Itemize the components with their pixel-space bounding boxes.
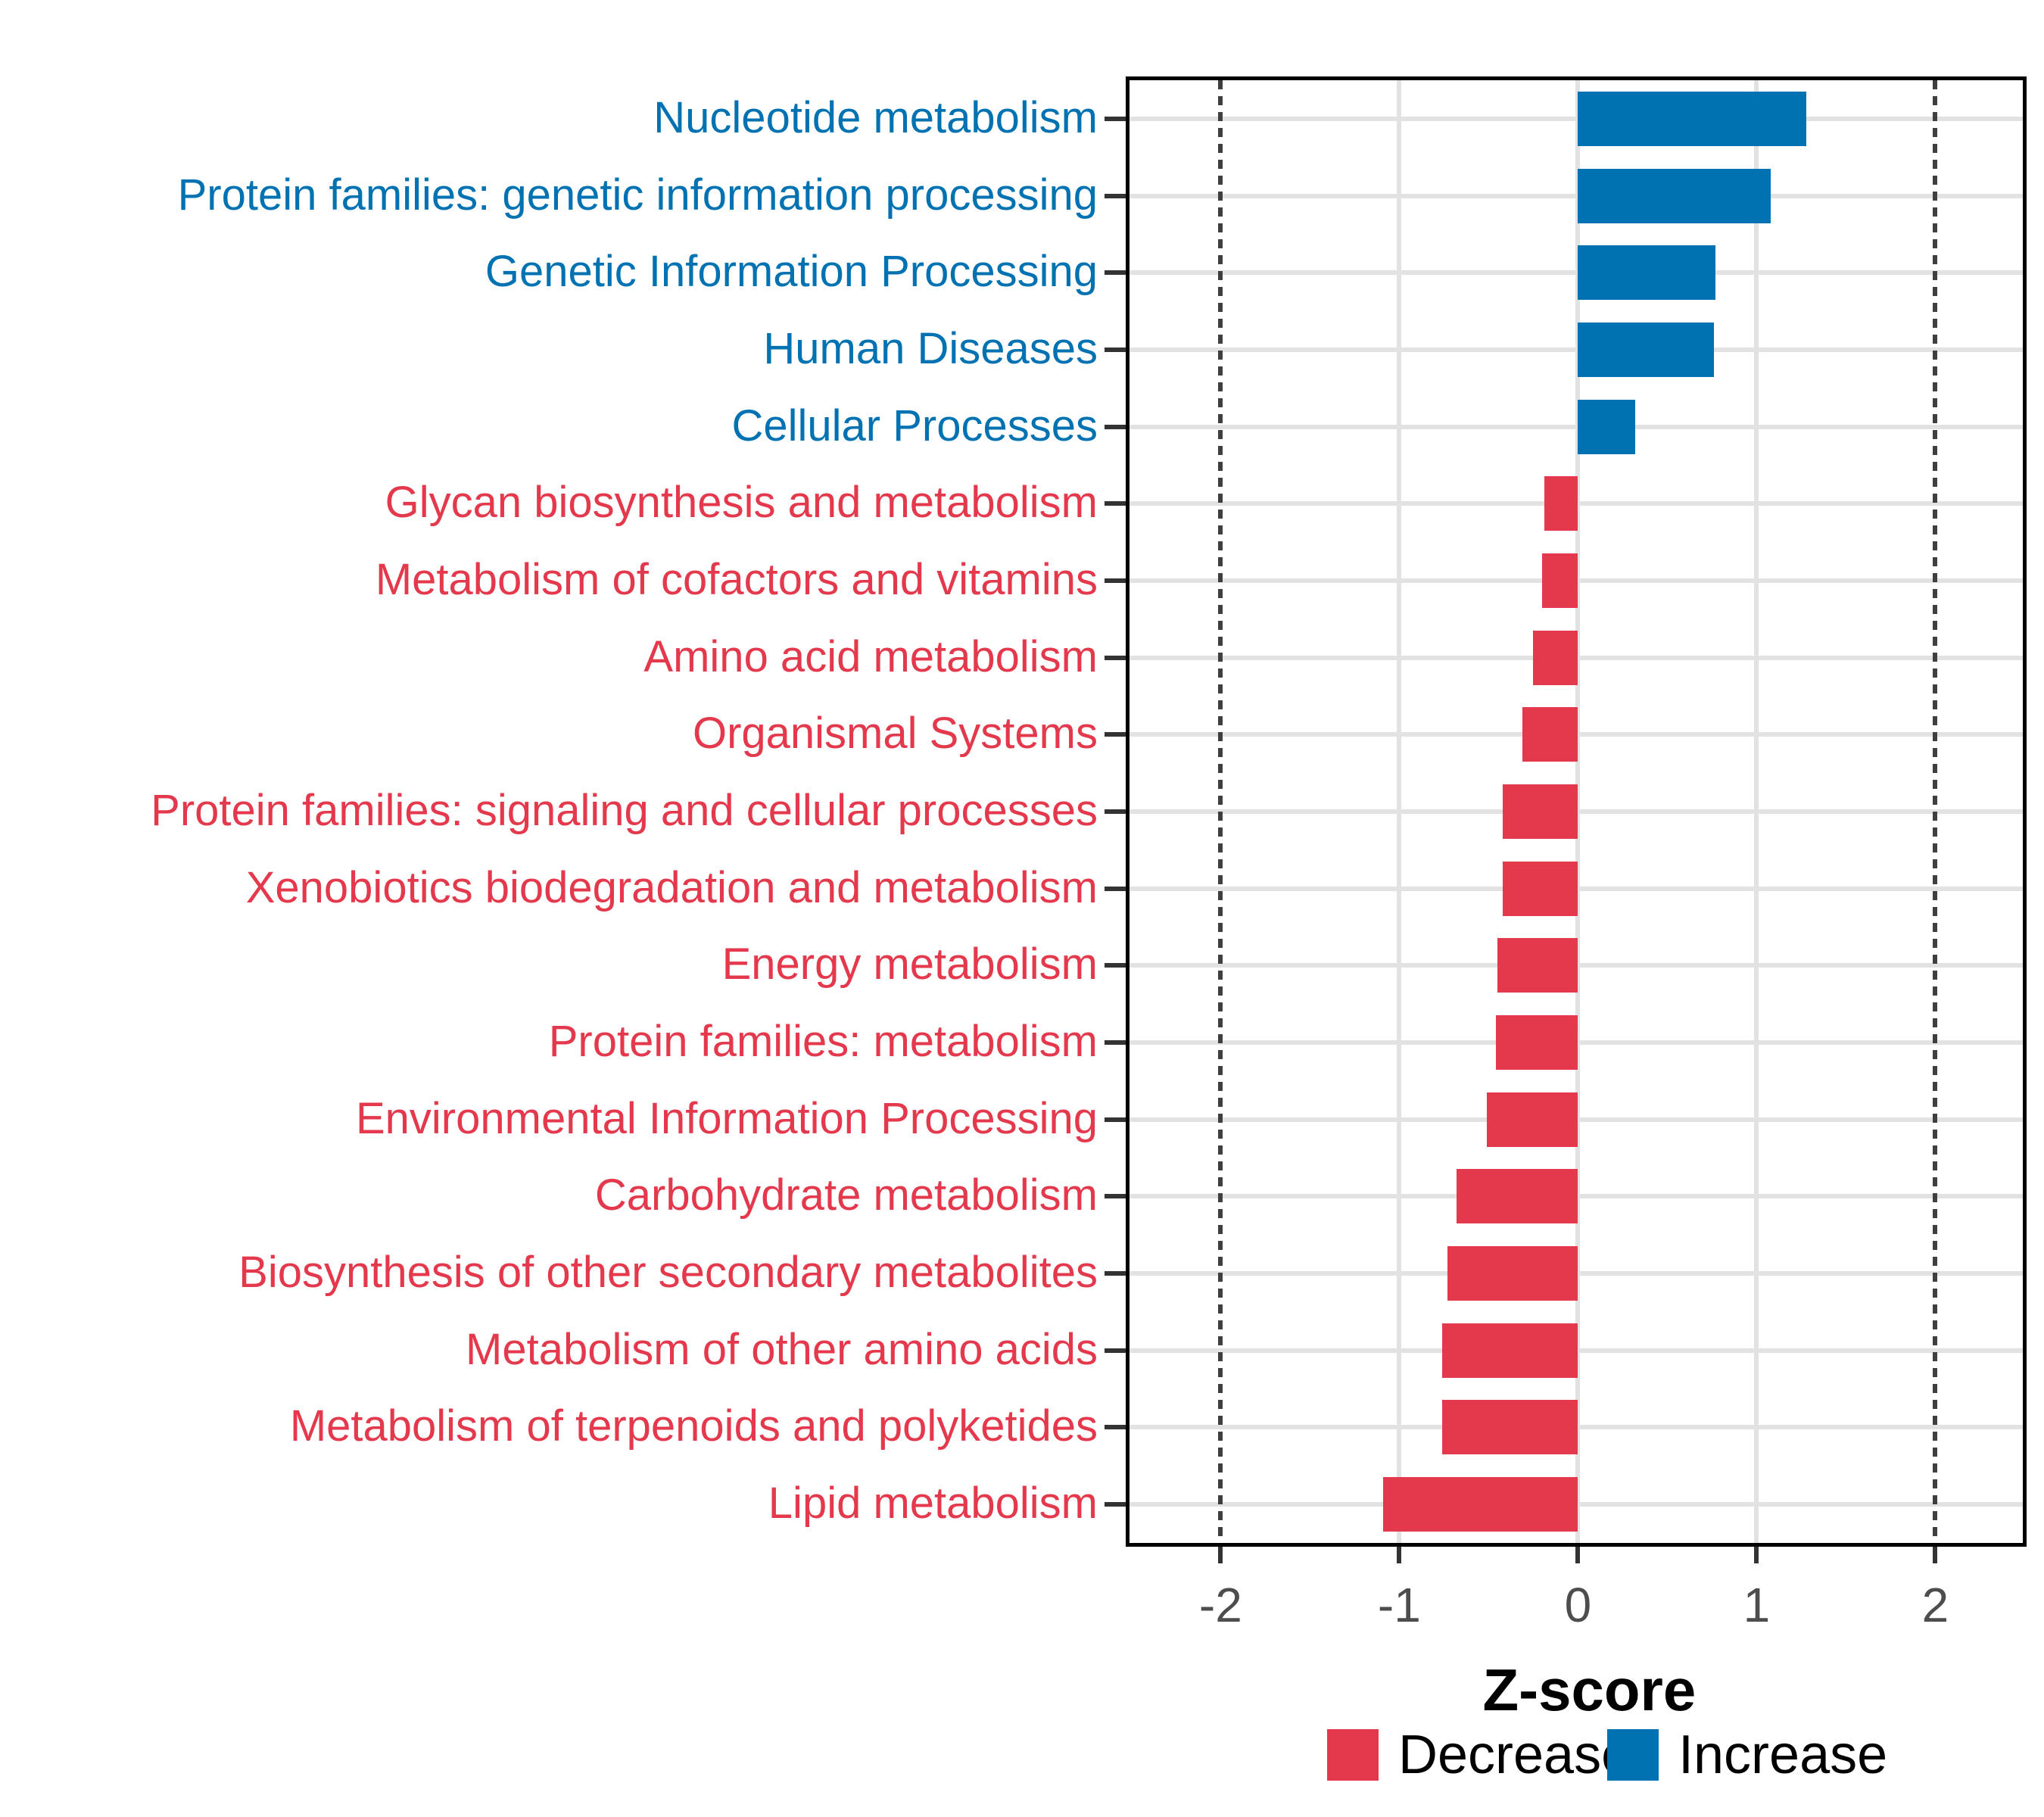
bar-amino-acid-metabolism [1533, 630, 1578, 685]
category-label: Glycan biosynthesis and metabolism [385, 478, 1098, 528]
bar-glycan-biosynthesis-and-metabolism [1544, 476, 1578, 531]
y-axis-tick [1105, 270, 1126, 276]
y-axis-tick [1105, 1194, 1126, 1199]
bar-protein-families-signaling-and-cellular-processes [1503, 784, 1578, 839]
bar-metabolism-of-terpenoids-and-polyketides [1442, 1400, 1578, 1455]
category-label: Environmental Information Processing [355, 1093, 1098, 1143]
legend-label-decrease: Decrease [1398, 1725, 1632, 1785]
y-axis-tick [1105, 578, 1126, 583]
category-label: Nucleotide metabolism [653, 92, 1098, 142]
bar-energy-metabolism [1497, 938, 1578, 993]
x-axis-tick-label: -1 [1377, 1578, 1421, 1632]
category-label: Energy metabolism [721, 940, 1098, 990]
bar-biosynthesis-of-other-secondary-metabolites [1447, 1246, 1578, 1301]
category-label: Metabolism of cofactors and vitamins [375, 554, 1098, 604]
x-axis-tick-label: 2 [1921, 1578, 1949, 1632]
bar-protein-families-genetic-information-processing [1578, 168, 1771, 223]
y-axis-tick [1105, 193, 1126, 198]
legend-swatch-decrease [1327, 1729, 1379, 1781]
gridline-vertical [1575, 80, 1581, 1543]
y-axis-tick [1105, 347, 1126, 352]
y-axis-tick [1105, 1348, 1126, 1353]
bar-xenobiotics-biodegradation-and-metabolism [1503, 861, 1578, 916]
category-label: Protein families: signaling and cellular… [151, 785, 1098, 835]
x-axis-tick-label: -2 [1198, 1578, 1242, 1632]
gridline-vertical [1397, 80, 1402, 1543]
bar-genetic-information-processing [1578, 245, 1716, 301]
category-label: Metabolism of other amino acids [466, 1324, 1098, 1374]
category-label: Human Diseases [763, 323, 1098, 373]
category-label: Biosynthesis of other secondary metaboli… [238, 1247, 1098, 1297]
y-axis-tick [1105, 501, 1126, 506]
bar-environmental-information-processing [1487, 1092, 1578, 1147]
x-axis-tick [1933, 1547, 1938, 1563]
category-label: Metabolism of terpenoids and polyketides [289, 1401, 1098, 1451]
x-axis-tick-label: 1 [1743, 1578, 1771, 1632]
legend-swatch-increase [1607, 1729, 1659, 1781]
bar-organismal-systems [1522, 707, 1578, 762]
category-label: Carbohydrate metabolism [594, 1170, 1098, 1220]
bar-nucleotide-metabolism [1578, 91, 1807, 146]
x-axis-tick [1754, 1547, 1759, 1563]
category-label: Amino acid metabolism [643, 631, 1098, 681]
legend-label-increase: Increase [1678, 1725, 1888, 1785]
bar-human-diseases [1578, 322, 1714, 377]
y-axis-tick [1105, 1040, 1126, 1046]
x-axis-tick [1575, 1547, 1581, 1563]
x-axis-tick [1397, 1547, 1402, 1563]
y-axis-tick [1105, 1271, 1126, 1276]
y-axis-tick [1105, 886, 1126, 891]
bar-protein-families-metabolism [1495, 1015, 1578, 1071]
x-axis-title: Z-score [1482, 1656, 1697, 1723]
category-label: Genetic Information Processing [485, 247, 1098, 297]
y-axis-tick [1105, 809, 1126, 814]
y-axis-tick [1105, 655, 1126, 660]
y-axis-tick [1105, 1117, 1126, 1122]
dashed-guide-line [1218, 80, 1223, 1543]
gridline-vertical [1754, 80, 1759, 1543]
x-axis-tick [1218, 1547, 1223, 1563]
category-label: Lipid metabolism [768, 1478, 1098, 1528]
y-axis-tick [1105, 424, 1126, 429]
x-axis-tick-label: 0 [1564, 1578, 1592, 1632]
y-axis-tick [1105, 732, 1126, 737]
dashed-guide-line [1933, 80, 1938, 1543]
category-label: Xenobiotics biodegradation and metabolis… [245, 862, 1098, 912]
y-axis-tick [1105, 963, 1126, 968]
category-label: Protein families: genetic information pr… [177, 170, 1098, 220]
category-label: Protein families: metabolism [548, 1016, 1098, 1066]
category-label: Cellular Processes [731, 400, 1098, 450]
y-axis-tick [1105, 1425, 1126, 1430]
y-axis-tick [1105, 1502, 1126, 1507]
bar-metabolism-of-other-amino-acids [1442, 1323, 1578, 1378]
bar-cellular-processes [1578, 399, 1635, 454]
bar-carbohydrate-metabolism [1456, 1169, 1578, 1224]
bar-lipid-metabolism [1383, 1477, 1578, 1532]
y-axis-tick [1105, 116, 1126, 121]
category-label: Organismal Systems [692, 709, 1098, 759]
bar-metabolism-of-cofactors-and-vitamins [1542, 553, 1578, 608]
